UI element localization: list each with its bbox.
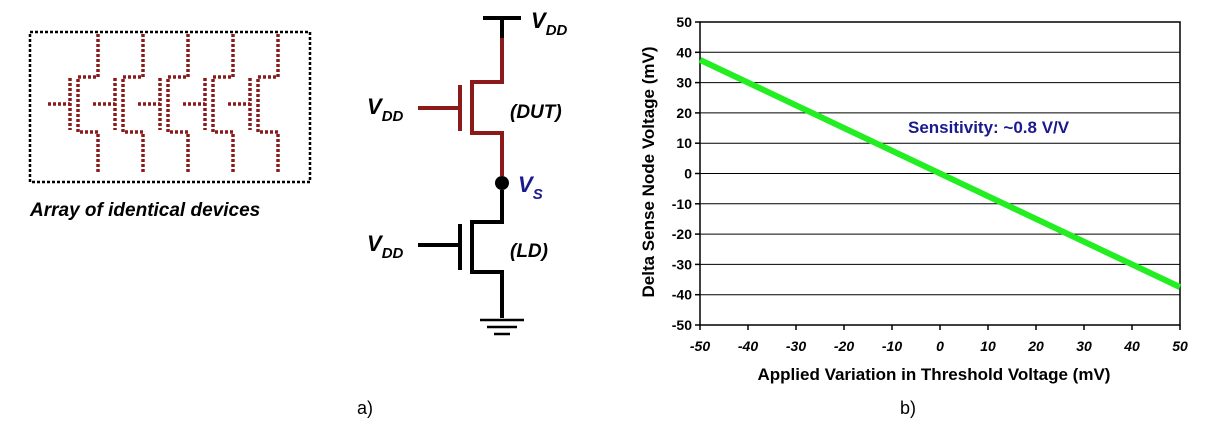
vdd-top-label: VDD: [531, 8, 568, 39]
sense-node-label: VS: [518, 172, 543, 203]
array-device: [93, 34, 145, 172]
y-tick-label: 20: [676, 105, 692, 121]
circuit-schematic: VDD VDD (DUT) VS VDD (LD): [367, 8, 568, 336]
array-border: [28, 30, 312, 184]
panel-a-caption: a): [357, 398, 374, 418]
ground-symbol: [480, 318, 524, 336]
array-devices: [48, 34, 280, 172]
y-tick-label: 10: [676, 135, 692, 151]
x-tick-label: -30: [786, 338, 806, 354]
chart-series: [698, 57, 1182, 290]
dut-transistor: [418, 38, 504, 176]
x-tick-label: 50: [1172, 338, 1188, 354]
x-tick-label: 20: [1027, 338, 1044, 354]
sensitivity-annotation: Sensitivity: ~0.8 V/V: [908, 118, 1070, 137]
x-tick-label: -40: [738, 338, 758, 354]
sense-node-dot: [495, 176, 509, 190]
y-tick-label: -20: [672, 226, 692, 242]
y-tick-label: 50: [676, 14, 692, 30]
ld-label: (LD): [510, 241, 548, 262]
y-tick-label: 40: [676, 44, 692, 60]
vdd-ld-gate-label: VDD: [367, 231, 404, 262]
array-device: [48, 34, 100, 172]
y-tick-label: 0: [684, 166, 692, 182]
array-device: [183, 34, 235, 172]
x-tick-label: 10: [980, 338, 996, 354]
x-tick-label: -20: [834, 338, 854, 354]
array-device: [228, 34, 280, 172]
panel-b-caption: b): [900, 398, 917, 418]
device-array-figure: [28, 30, 312, 184]
x-tick-label: 30: [1076, 338, 1092, 354]
x-tick-label: -50: [690, 338, 710, 354]
y-axis-label: Delta Sense Node Voltage (mV): [639, 47, 658, 298]
ld-transistor: [418, 190, 504, 318]
y-tick-label: 30: [676, 75, 692, 91]
x-tick-labels: -50 -40 -30 -20 -10 0 10 20 30 40 50: [690, 338, 1188, 354]
x-tick-label: -10: [882, 338, 902, 354]
chart-axes: [695, 21, 1181, 330]
y-tick-label: -10: [672, 196, 692, 212]
x-axis-label: Applied Variation in Threshold Voltage (…: [758, 365, 1111, 384]
dut-label: (DUT): [510, 102, 562, 123]
x-tick-label: 40: [1123, 338, 1140, 354]
y-tick-label: -40: [672, 287, 692, 303]
y-tick-label: -50: [672, 317, 692, 333]
y-tick-label: -30: [672, 256, 692, 272]
x-tick-label: 0: [936, 338, 944, 354]
vdd-dut-gate-label: VDD: [367, 94, 404, 125]
series-line: [698, 57, 1182, 290]
array-caption: Array of identical devices: [30, 200, 261, 221]
array-device: [138, 34, 190, 172]
y-tick-labels: -50 -40 -30 -20 -10 0 10 20 30 40 50: [672, 14, 692, 333]
